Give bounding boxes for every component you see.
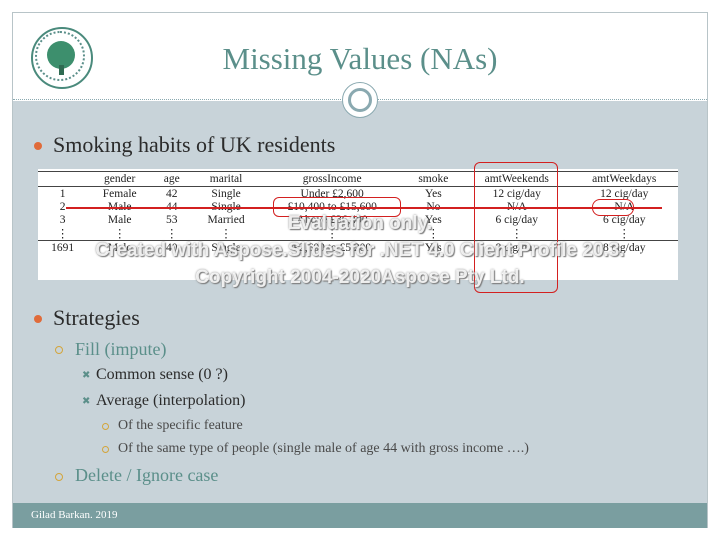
- table-cell: ⋮: [220, 228, 232, 240]
- logo-ring: [35, 31, 85, 81]
- table-cell: ⋮: [113, 228, 126, 240]
- col-header-index: [38, 171, 88, 187]
- ring-bullet-icon: [55, 473, 63, 481]
- bullet-strategies: Strategies: [53, 305, 140, 330]
- table-cell: ⋮: [427, 228, 440, 240]
- table-cell: ⋮: [56, 228, 69, 240]
- table-cell: Single: [211, 187, 241, 200]
- table-cell: 42: [166, 187, 178, 200]
- content-area: [13, 101, 707, 503]
- table-cell: 3: [59, 213, 66, 226]
- footer-bar: Gilad Barkan. 2019: [13, 503, 707, 528]
- divider-circle-ornament: [342, 82, 378, 118]
- ring-bullet-icon: [55, 346, 63, 354]
- table-cell: ⋮: [618, 228, 630, 240]
- table-cell: Single: [211, 241, 241, 254]
- col-header-smoke: smoke: [403, 171, 463, 187]
- cross-bullet-icon: ✖: [82, 396, 91, 407]
- bullet-dot-icon: [34, 315, 42, 323]
- table-cell: 40: [166, 241, 178, 254]
- table-cell: Yes: [424, 187, 442, 200]
- bullet-specific-feature: Of the specific feature: [118, 418, 243, 433]
- watermark-line-1: Evaluation only.: [287, 213, 433, 234]
- col-header-gross-income: grossIncome: [260, 171, 404, 187]
- table-cell: 53: [166, 213, 178, 226]
- table-cell: 8 cig/day: [602, 241, 646, 254]
- table-row-ellipsis: ⋮ ⋮ ⋮ ⋮ ⋮ ⋮ ⋮ ⋮: [38, 226, 678, 241]
- bullet-common-sense: Common sense (0 ?): [96, 366, 228, 383]
- ring-bullet-icon: [102, 446, 109, 453]
- col-header-age: age: [152, 171, 192, 187]
- bullet-smoking-habits: Smoking habits of UK residents: [53, 132, 336, 157]
- table-cell: 6 cig/day: [495, 213, 538, 226]
- table-cell: 44: [152, 200, 191, 213]
- table-cell: No: [404, 200, 463, 213]
- table-cell: 12 cig/day: [600, 187, 649, 200]
- table-cell: Female: [102, 187, 137, 200]
- table-cell: 8 cig/day: [495, 241, 538, 254]
- table-cell: 6 cig/day: [602, 213, 646, 226]
- watermark-line-3: Copyright 2004-2020Aspose Pty Ltd.: [195, 267, 525, 288]
- tree-trunk-icon: [59, 65, 64, 75]
- table-cell: 12 cig/day: [492, 187, 541, 200]
- academic-center-logo: [31, 27, 93, 89]
- table-cell: Male: [87, 200, 152, 213]
- bullet-fill-impute: Fill (impute): [75, 339, 167, 359]
- table-cell: Male: [107, 213, 132, 226]
- tree-icon: [47, 41, 75, 69]
- table-row: 1691 Male 40 Single £2,600 to £5,200 Yes…: [38, 240, 678, 255]
- table-cell: Yes: [424, 241, 442, 254]
- table-cell: 1691: [51, 241, 75, 254]
- table-cell: £2,600 to £5,200: [293, 241, 372, 254]
- table-cell: 1: [59, 187, 66, 200]
- weekends-column-highlight: [474, 162, 558, 293]
- data-table-image: gender age marital grossIncome smoke amt…: [38, 169, 678, 280]
- bullet-delete-ignore: Delete / Ignore case: [75, 465, 219, 485]
- table-cell: ⋮: [166, 228, 178, 240]
- table-header-row: gender age marital grossIncome smoke amt…: [38, 171, 678, 187]
- slide-title: Missing Values (NAs): [222, 41, 498, 76]
- col-header-amt-weekdays: amtWeekdays: [570, 171, 678, 187]
- bullet-dot-icon: [34, 142, 42, 150]
- table-cell: £10,400 to £15,600: [261, 200, 404, 213]
- table-cell: ⋮: [510, 228, 523, 240]
- table-cell: Married: [207, 213, 245, 226]
- col-header-amt-weekends: amtWeekends: [462, 171, 571, 187]
- footer-text: Gilad Barkan. 2019: [31, 509, 118, 521]
- table-cell: Under £2,600: [300, 187, 364, 200]
- ring-bullet-icon: [102, 423, 109, 430]
- col-header-gender: gender: [87, 171, 153, 187]
- cross-bullet-icon: ✖: [82, 370, 91, 381]
- row-strikethrough-line: [66, 207, 662, 209]
- table-row: 1 Female 42 Single Under £2,600 Yes 12 c…: [38, 187, 678, 201]
- table-cell: ⋮: [326, 228, 338, 240]
- table-cell: Yes: [424, 213, 442, 226]
- bullet-average: Average (interpolation): [96, 392, 246, 409]
- table-cell: N/A: [463, 200, 570, 213]
- table-cell: Single: [191, 200, 260, 213]
- smoking-table: gender age marital grossIncome smoke amt…: [38, 171, 678, 254]
- table-cell: Male: [107, 241, 132, 254]
- table-cell: 2: [59, 200, 66, 213]
- col-header-marital: marital: [191, 171, 261, 187]
- bullet-same-type: Of the same type of people (single male …: [118, 441, 529, 456]
- watermark-line-2: Created with Aspose.Slides for .NET 4.0 …: [95, 240, 625, 261]
